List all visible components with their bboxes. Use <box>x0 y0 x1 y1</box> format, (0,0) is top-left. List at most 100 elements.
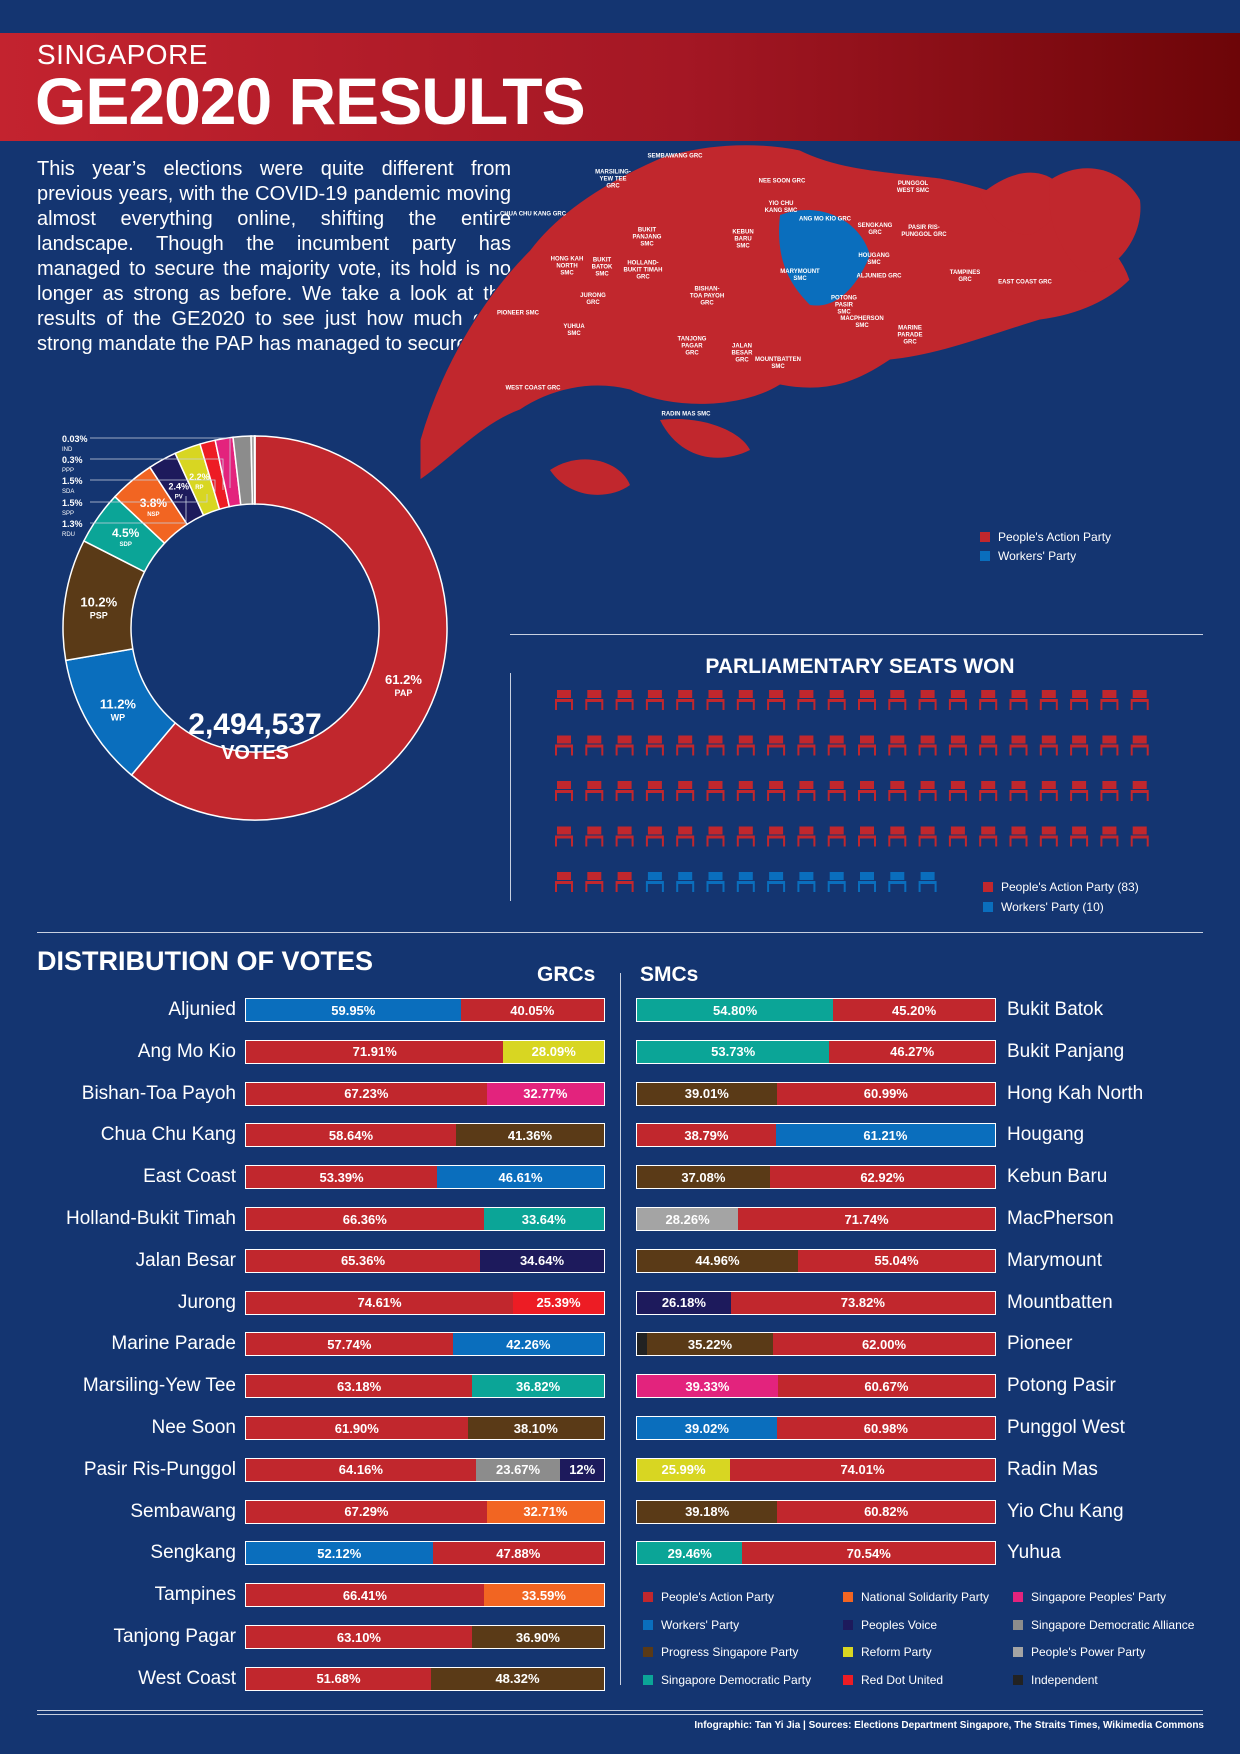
seat-icon <box>918 872 937 892</box>
bar-segment-ind <box>637 1333 647 1356</box>
seat-icon <box>585 781 604 801</box>
legend-swatch <box>643 1592 653 1602</box>
legend-swatch <box>1013 1674 1023 1685</box>
map-label: MACPHERSON SMC <box>840 316 884 329</box>
bar-segment-nsp: 33.59% <box>483 1584 604 1607</box>
bar-segment-sda: 23.67% <box>475 1458 561 1481</box>
constituency-name: Holland-Bukit Timah <box>65 1208 236 1229</box>
callout-line <box>90 458 224 490</box>
constituency-name: Aljunied <box>168 999 236 1020</box>
map-label: SEMBAWANG GRC <box>647 153 703 160</box>
vote-bar: 54.80% 45.20% <box>636 998 996 1022</box>
map-label: YIO CHU KANG SMC <box>764 201 798 214</box>
bar-segment-pv: 26.18% <box>637 1291 731 1314</box>
bar-segment-pap: 71.91% <box>246 1040 504 1063</box>
constituency-name: Kebun Baru <box>1007 1166 1108 1188</box>
donut-party-label: PAP <box>395 688 413 698</box>
map-label: TAMPINES GRC <box>949 270 981 283</box>
bar-segment-psp: 38.10% <box>467 1417 604 1439</box>
bar-segment-pap: 65.36% <box>246 1249 480 1272</box>
seat-icon <box>1100 735 1119 756</box>
legend-swatch <box>843 1647 853 1657</box>
vote-bar: 52.12% 47.88% <box>245 1541 605 1566</box>
bar-segment-pap: 66.36% <box>246 1208 484 1230</box>
seat-icon <box>1070 690 1089 710</box>
bar-segment-pap: 55.04% <box>797 1249 995 1272</box>
page-subtitle: SINGAPORE <box>37 39 208 70</box>
legend-item-rp: Reform Party <box>843 1645 932 1659</box>
bar-segment-pap: 62.92% <box>769 1166 995 1189</box>
bar-segment-psp: 41.36% <box>455 1124 604 1147</box>
seat-icon <box>1009 781 1028 801</box>
bar-segment-pap: 38.79% <box>637 1124 776 1147</box>
seat-icon <box>736 735 755 756</box>
seat-icon <box>767 872 786 892</box>
constituency-name: Sengkang <box>150 1542 236 1564</box>
legend-item-ind: Independent <box>1013 1673 1098 1687</box>
seat-icon <box>827 781 846 801</box>
bar-segment-wp: 61.21% <box>775 1124 995 1147</box>
bar-segment-pap: 40.05% <box>460 999 604 1021</box>
bar-segment-sdp: 53.73% <box>637 1040 830 1063</box>
column-divider <box>620 973 621 1685</box>
vote-bar: 63.10% 36.90% <box>245 1625 605 1649</box>
seat-icon <box>767 690 786 710</box>
bar-segment-pap: 74.61% <box>246 1291 514 1314</box>
constituency-name: Jurong <box>177 1291 236 1313</box>
donut-pct-label: 61.2% <box>385 672 422 687</box>
bar-segment-rp: 28.09% <box>503 1040 604 1063</box>
bar-segment-pap: 57.74% <box>246 1333 453 1356</box>
map-label: PUNGGOL WEST SMC <box>896 181 930 194</box>
bar-segment-spp: 32.77% <box>486 1082 604 1105</box>
callout-pct: 1.5% <box>62 498 83 508</box>
legend-swatch <box>843 1619 853 1630</box>
constituency-name: Marine Parade <box>111 1333 236 1355</box>
callout-party: SPP <box>62 511 74 517</box>
seat-icon <box>555 781 573 801</box>
legend-label: People's Power Party <box>1031 1645 1146 1659</box>
seat-icon <box>948 735 967 756</box>
total-votes: 2,494,537 <box>188 708 322 741</box>
seat-icon <box>1100 826 1119 847</box>
legend-label: Workers' Party <box>998 549 1077 563</box>
section-divider <box>510 634 1203 635</box>
seat-icon <box>979 735 998 756</box>
bar-segment-sdp: 33.64% <box>483 1208 604 1230</box>
seat-icon <box>1070 826 1089 847</box>
legend-swatch <box>643 1647 653 1657</box>
vote-bar: 65.36% 34.64% <box>245 1248 605 1273</box>
seat-icon <box>858 690 876 710</box>
seat-icon <box>858 735 876 756</box>
seats-divider <box>510 673 511 901</box>
callout-pct: 0.03% <box>62 434 88 444</box>
seat-icon <box>1070 781 1089 801</box>
vote-bar: 51.68% 48.32% <box>245 1666 605 1691</box>
constituency-name: Pioneer <box>1007 1333 1073 1355</box>
constituency-name: Tampines <box>154 1584 236 1606</box>
seat-icon <box>858 872 876 892</box>
vote-bar: 26.18% 73.82% <box>636 1290 996 1315</box>
callout-pct: 1.5% <box>62 476 83 486</box>
seat-icon <box>1130 781 1149 801</box>
donut-pct-label: 3.8% <box>140 496 168 510</box>
vote-bar: 67.29% 32.71% <box>245 1499 605 1524</box>
donut-pct-label: 2.2% <box>189 472 210 482</box>
title-banner: SINGAPORE GE2020 RESULTS <box>0 33 1240 141</box>
seat-icon <box>797 735 816 756</box>
bar-segment-psp: 39.18% <box>637 1500 778 1523</box>
legend-item-nsp: National Solidarity Party <box>843 1590 989 1604</box>
donut-pct-label: 4.5% <box>112 526 140 540</box>
bar-segment-pap: 67.29% <box>246 1500 487 1523</box>
seat-icon <box>1130 690 1149 710</box>
constituency-name: Punggol West <box>1007 1417 1125 1438</box>
seat-icon <box>615 690 634 710</box>
seat-icon <box>555 735 573 756</box>
seat-icon <box>827 690 846 710</box>
map-label: ALJUNIED GRC <box>856 273 902 280</box>
seat-icon <box>1009 690 1028 710</box>
pulau-ubin-shape <box>980 172 1063 235</box>
constituency-name: Potong Pasir <box>1007 1375 1116 1397</box>
vote-bar: 71.91% 28.09% <box>245 1039 605 1064</box>
bar-segment-psp: 37.08% <box>637 1166 770 1189</box>
bar-segment-wp: 39.02% <box>637 1417 777 1439</box>
